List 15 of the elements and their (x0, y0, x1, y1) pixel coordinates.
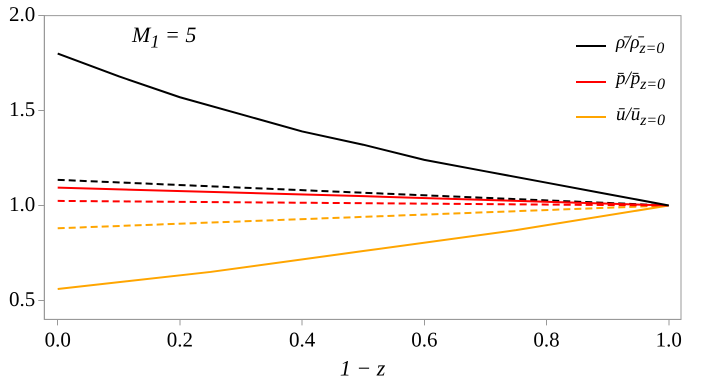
y-tick-label: 2.0 (9, 2, 36, 26)
x-tick-label: 0.6 (411, 328, 438, 352)
legend-label: ū/ū$_{z=0}$ (616, 102, 665, 130)
y-tick-label: 1.5 (9, 97, 36, 122)
legend-label: ρ̄/ρ̄$_{z=0}$ (616, 31, 664, 59)
y-tick-label: 1.0 (9, 192, 36, 216)
y-tick-label: 0.5 (9, 286, 36, 311)
x-tick-label: 0.2 (166, 328, 194, 352)
x-tick-label: 0.4 (289, 328, 316, 352)
annotation: M$_{1}$ = 5 (132, 22, 196, 52)
x-tick-label: 0.8 (533, 328, 560, 352)
x-axis-title: 1 − z (340, 356, 386, 381)
x-tick-label: 0.0 (44, 328, 71, 352)
legend-label: p̄/p̄$_{z=0}$ (616, 66, 665, 95)
x-tick-label: 1.0 (656, 328, 682, 352)
